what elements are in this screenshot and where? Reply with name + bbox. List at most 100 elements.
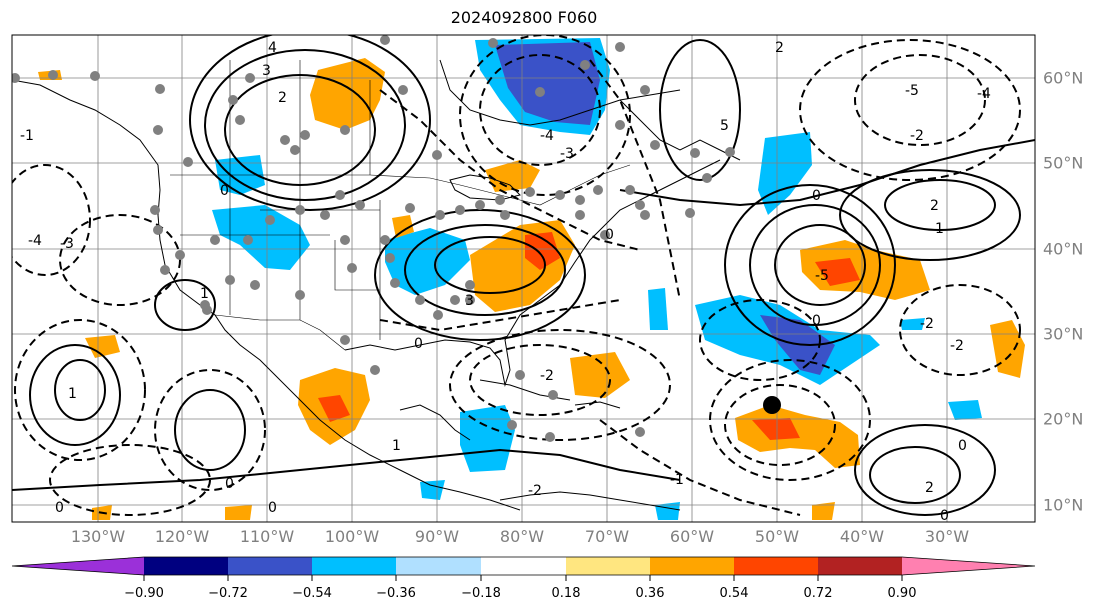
colorbar-tick-label: −0.18 (461, 586, 501, 601)
contour-dashed-pac-2 (14, 319, 146, 461)
contour-pacific-1 (54, 359, 106, 421)
lon-label: 70°W (584, 527, 630, 546)
colorbar-tick-label: 0.90 (887, 586, 917, 601)
station-dots (12, 35, 735, 442)
contour-dashed-pac-1 (154, 369, 266, 491)
contour-dashed-wave-2 (589, 59, 681, 301)
coast-alaska (12, 79, 161, 191)
lon-label: 130°W (70, 527, 126, 546)
map-frame (11, 34, 1036, 523)
colorbar-tick-label: 0.54 (719, 586, 749, 601)
contour-label: -2 (528, 483, 542, 499)
colorbar-tick-label: 0.18 (551, 586, 581, 601)
contour-ne-atl-1 (884, 179, 996, 231)
anomaly-red-mexico (318, 395, 350, 422)
contour-dashed-carib-1 (469, 344, 611, 416)
contour-label: -1 (20, 128, 34, 144)
lon-label: 110°W (239, 527, 295, 546)
lon-label: 60°W (669, 527, 715, 546)
contour-atl-low-1 (774, 224, 866, 306)
contour-se-atl-2 (854, 424, 996, 516)
contour-label: -2 (950, 338, 964, 354)
contour-label: 2 (278, 90, 287, 106)
contour-se-atl-1 (869, 446, 961, 504)
map-title: 2024092800 F060 (450, 8, 598, 27)
contour-label: -5 (815, 268, 829, 284)
colorbar-tick-label: −0.54 (292, 586, 332, 601)
lat-label: 50°N (1043, 153, 1084, 173)
contour-label: 3 (465, 293, 474, 309)
lon-label: 100°W (324, 527, 380, 546)
contour-east-us-2 (404, 224, 566, 316)
anomaly-orange-canada (310, 58, 385, 130)
colorbar-segment (566, 557, 650, 575)
lon-label: 120°W (154, 527, 210, 546)
contour-label: -4 (977, 86, 991, 102)
contour-label: 0 (55, 500, 64, 516)
contour-label: -2 (920, 316, 934, 332)
contour-label: 5 (720, 118, 729, 134)
contour-dashed-hudson-1 (479, 54, 601, 166)
contour-dashed-hudson-2 (459, 35, 631, 196)
lon-label: 90°W (414, 527, 460, 546)
contour-high-canada-2 (204, 49, 406, 201)
anomaly-blue-small-4 (900, 318, 925, 330)
contour-label: -2 (910, 128, 924, 144)
anomaly-orange-greatlakes (485, 160, 540, 192)
coast-south-america (499, 491, 681, 511)
colorbar-segment (228, 557, 312, 575)
contour-label: 2 (775, 40, 784, 56)
anomaly-orange-canada-east (392, 215, 414, 238)
colorbar-min-extend (12, 557, 144, 575)
contour-label: 1 (935, 221, 944, 237)
contour-label: 0 (812, 188, 821, 204)
contour-dashed-sw (49, 444, 211, 516)
lon-label: 40°W (839, 527, 885, 546)
colorbar-segment (396, 557, 481, 575)
contour-dashed-ne-1 (854, 54, 986, 146)
contour-label: 1 (392, 438, 401, 454)
contour-label: -3 (60, 236, 74, 252)
contour-label: 4 (268, 40, 277, 56)
colorbar-segment (734, 557, 818, 575)
anomaly-blue-west (212, 205, 310, 270)
lon-label: 80°W (499, 527, 545, 546)
contour-wave-1 (12, 448, 681, 491)
anomaly-orange-pacific (85, 335, 120, 358)
contour-label: 0 (812, 313, 821, 329)
contour-label: 3 (262, 63, 271, 79)
contour-label: 0 (605, 227, 614, 243)
lat-label: 60°N (1043, 68, 1084, 88)
contour-high-canada-1 (224, 74, 376, 186)
contour-dashed-west-1 (12, 164, 91, 276)
contour-label: 0 (220, 183, 229, 199)
contour-dashed-storm-1 (724, 384, 836, 466)
contour-label: -1 (670, 472, 684, 488)
anomaly-red-east (525, 232, 560, 270)
contour-dashed-storm-2 (709, 359, 871, 481)
lat-label: 10°N (1043, 495, 1084, 515)
colorbar-tick-label: 0.72 (803, 586, 833, 601)
contour-east-us-1 (434, 236, 546, 294)
contour-label: 0 (414, 336, 423, 352)
coast-yucatan (399, 404, 471, 441)
anomaly-darkblue-hudson (495, 42, 600, 125)
lat-label: 20°N (1043, 409, 1084, 429)
contour-dashed-wave-1 (379, 89, 641, 251)
contour-pacific-2 (29, 344, 121, 446)
anomaly-blue-east-atl (948, 400, 982, 420)
contour-atl-low-3 (724, 184, 896, 346)
contour-dashed-central-atl-1 (699, 299, 821, 381)
colorbar-segment (481, 557, 566, 575)
graticule (12, 35, 1035, 522)
contour-baja (154, 279, 216, 331)
colorbar-tick-label: 0.36 (635, 586, 665, 601)
contour-label: -5 (905, 83, 919, 99)
coast-hudson (439, 59, 681, 126)
anomaly-red-atlantic (815, 258, 860, 286)
colorbar-tick-label: −0.36 (376, 586, 416, 601)
border-canada-provinces (229, 60, 371, 175)
contour-label: 0 (225, 476, 234, 492)
contour-dashed-ne-2 (799, 39, 1021, 181)
contour-label: 0 (268, 500, 277, 516)
